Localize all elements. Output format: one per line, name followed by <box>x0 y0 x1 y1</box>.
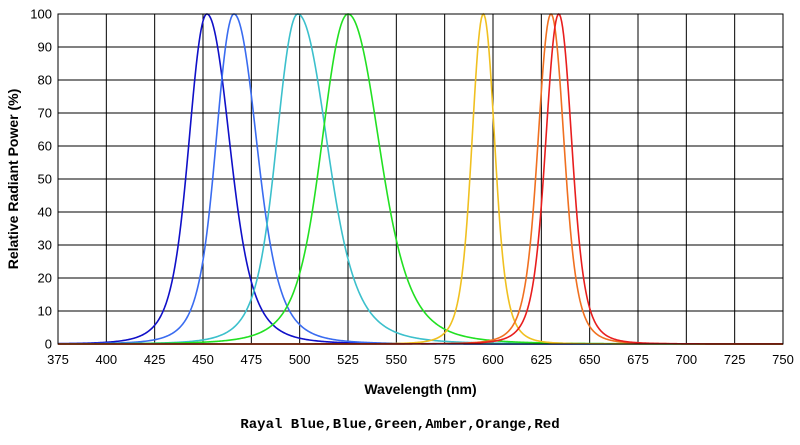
y-tick-label: 60 <box>38 139 52 154</box>
x-tick-label: 725 <box>724 352 746 367</box>
x-tick-label: 750 <box>772 352 794 367</box>
x-tick-label: 400 <box>95 352 117 367</box>
y-tick-label: 100 <box>30 7 52 22</box>
figure-caption: Rayal Blue,Blue,Green,Amber,Orange,Red <box>240 417 560 433</box>
spectrum-chart: 375 400 425 450 475 500 525 550 575 600 625 650 675 7… <box>5 7 794 398</box>
plot-border <box>57 13 784 345</box>
x-tick-labels: 375 400 425 450 475 500 525 550 575 600 625 650 675 7… <box>47 352 794 367</box>
x-tick-label: 650 <box>579 352 601 367</box>
x-tick-label: 700 <box>675 352 697 367</box>
x-axis-title: Wavelength (nm) <box>364 381 476 397</box>
y-tick-label: 90 <box>38 40 52 55</box>
x-tick-label: 500 <box>289 352 311 367</box>
y-tick-label: 10 <box>38 304 52 319</box>
y-tick-label: 40 <box>38 205 52 220</box>
y-tick-labels: 0 10 20 30 40 50 60 70 80 90 100 <box>30 7 52 352</box>
y-tick-label: 50 <box>38 172 52 187</box>
y-tick-label: 20 <box>38 271 52 286</box>
x-tick-label: 375 <box>47 352 69 367</box>
y-tick-label: 0 <box>45 337 52 352</box>
x-tick-label: 675 <box>627 352 649 367</box>
x-tick-label: 475 <box>240 352 262 367</box>
x-tick-label: 525 <box>337 352 359 367</box>
y-tick-label: 80 <box>38 73 52 88</box>
y-tick-label: 70 <box>38 106 52 121</box>
x-tick-label: 625 <box>530 352 552 367</box>
grid <box>57 13 784 345</box>
x-tick-label: 425 <box>144 352 166 367</box>
x-tick-label: 575 <box>434 352 456 367</box>
y-axis-title: Relative Radiant Power (%) <box>5 89 21 270</box>
y-tick-label: 30 <box>38 238 52 253</box>
x-tick-label: 450 <box>192 352 214 367</box>
x-tick-label: 550 <box>385 352 407 367</box>
plot-frame <box>57 13 784 345</box>
x-tick-label: 600 <box>482 352 504 367</box>
